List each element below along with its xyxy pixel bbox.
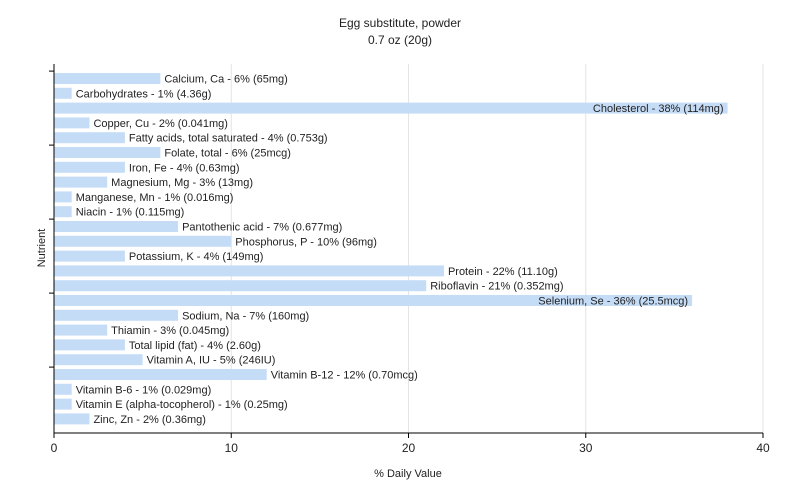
bar-label-21: Vitamin B-6 - 1% (0.029mg) [76, 384, 212, 396]
bar-label-18: Total lipid (fat) - 4% (2.60g) [129, 340, 261, 352]
x-tick-label-0: 0 [51, 441, 58, 455]
bar-label-12: Potassium, K - 4% (149mg) [129, 251, 264, 263]
bar-15 [54, 295, 693, 306]
bar-label-10: Pantothenic acid - 7% (0.677mg) [182, 222, 342, 234]
bar-5 [54, 147, 161, 158]
bar-22 [54, 398, 72, 410]
bars: Calcium, Ca - 6% (65mg) Carbohydrates - 1… [54, 73, 728, 426]
bar-17 [54, 324, 108, 336]
bar-label-23: Zinc, Zn - 2% (0.36mg) [93, 414, 205, 426]
y-axis-label: Nutrient [36, 229, 48, 268]
bar-label-22: Vitamin E (alpha-tocopherol) - 1% (0.25m… [76, 399, 288, 411]
bar-16 [54, 309, 179, 321]
bar-label-1: Carbohydrates - 1% (4.36g) [76, 88, 212, 100]
bar-10 [54, 221, 179, 232]
bar-label-17: Thiamin - 3% (0.045mg) [111, 325, 229, 337]
bar-2 [54, 102, 728, 114]
bar-1 [54, 87, 72, 99]
bar-label-20: Vitamin B-12 - 12% (0.70mcg) [271, 370, 418, 382]
bar-4 [54, 132, 125, 144]
x-tick-label-3: 30 [579, 441, 593, 455]
bar-label-8: Manganese, Mn - 1% (0.016mg) [76, 192, 234, 204]
bar-8 [54, 191, 72, 203]
bar-18 [54, 339, 125, 351]
bar-label-3: Copper, Cu - 2% (0.041mg) [93, 118, 228, 130]
bar-label-9: Niacin - 1% (0.115mg) [76, 207, 185, 219]
bar-label-7: Magnesium, Mg - 3% (13mg) [111, 177, 253, 189]
chart-subtitle: 0.7 oz (20g) [368, 33, 432, 47]
bar-3 [54, 117, 90, 129]
bar-13 [54, 265, 444, 277]
bar-label-19: Vitamin A, IU - 5% (246IU) [147, 355, 276, 367]
chart-title: Egg substitute, powder [339, 16, 461, 30]
bar-0 [54, 73, 161, 84]
x-tick-label-1: 10 [225, 441, 239, 455]
bar-19 [54, 354, 143, 366]
bar-11 [54, 235, 232, 247]
bar-label-11: Phosphorus, P - 10% (96mg) [235, 236, 377, 248]
bar-9 [54, 206, 72, 218]
bar-label-5: Folate, total - 6% (25mcg) [164, 148, 291, 160]
bar-23 [54, 413, 90, 425]
bar-7 [54, 176, 108, 188]
bar-label-14: Riboflavin - 21% (0.352mg) [430, 281, 563, 293]
x-axis-label: % Daily Value [374, 468, 442, 480]
bar-label-6: Iron, Fe - 4% (0.63mg) [129, 162, 240, 174]
bar-label-15: Selenium, Se - 36% (25.5mcg) [538, 296, 688, 308]
bar-6 [54, 161, 125, 173]
bar-20 [54, 369, 267, 380]
x-tick-label-4: 40 [756, 441, 770, 455]
bar-14 [54, 280, 427, 292]
x-tick-label-2: 20 [402, 441, 416, 455]
bar-label-2: Cholesterol - 38% (114mg) [593, 103, 724, 115]
bar-label-4: Fatty acids, total saturated - 4% (0.753… [129, 133, 328, 145]
axes: 0 10 20 30 40 [49, 64, 770, 455]
bar-label-13: Protein - 22% (11.10g) [448, 266, 558, 278]
bar-12 [54, 250, 125, 262]
bar-label-16: Sodium, Na - 7% (160mg) [182, 310, 309, 322]
bar-label-0: Calcium, Ca - 6% (65mg) [164, 74, 287, 86]
bar-21 [54, 383, 72, 395]
